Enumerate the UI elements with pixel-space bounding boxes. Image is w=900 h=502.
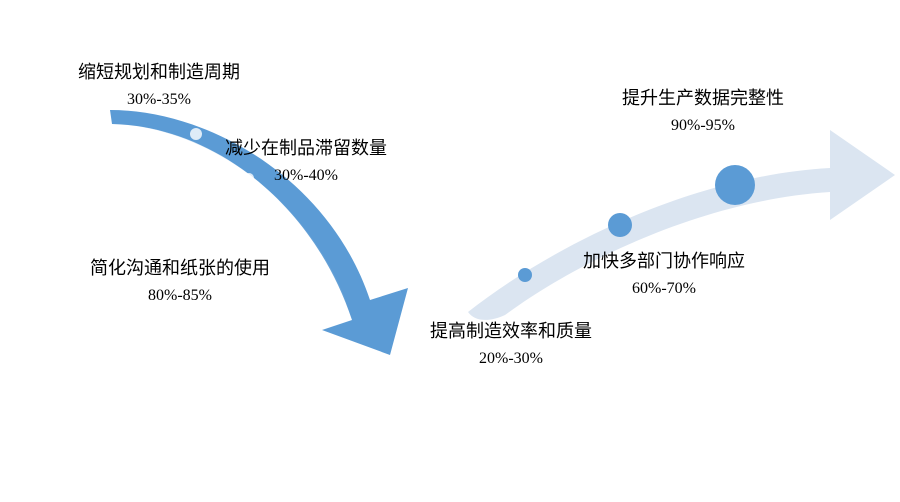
label-l1-title: 缩短规划和制造周期 (78, 59, 240, 86)
label-l4: 提高制造效率和质量 20%-30% (430, 318, 592, 371)
label-l4-title: 提高制造效率和质量 (430, 318, 592, 345)
left-arrow-dot-3 (286, 228, 294, 236)
label-l3-title: 简化沟通和纸张的使用 (90, 255, 270, 282)
left-arrow-dot-1 (190, 128, 202, 140)
label-l6: 提升生产数据完整性 90%-95% (622, 85, 784, 138)
label-l2: 减少在制品滞留数量 30%-40% (225, 135, 387, 188)
right-arrow-dot-2 (608, 213, 632, 237)
label-l1-value: 30%-35% (78, 88, 240, 112)
label-l5-value: 60%-70% (583, 277, 745, 301)
right-arrow-dot-3 (715, 165, 755, 205)
label-l2-title: 减少在制品滞留数量 (225, 135, 387, 162)
label-l6-title: 提升生产数据完整性 (622, 85, 784, 112)
label-l3: 简化沟通和纸张的使用 80%-85% (90, 255, 270, 308)
label-l5-title: 加快多部门协作响应 (583, 248, 745, 275)
label-l4-value: 20%-30% (430, 347, 592, 371)
right-arrow-dot-1 (518, 268, 532, 282)
label-l6-value: 90%-95% (622, 114, 784, 138)
label-l2-value: 30%-40% (225, 164, 387, 188)
label-l5: 加快多部门协作响应 60%-70% (583, 248, 745, 301)
label-l1: 缩短规划和制造周期 30%-35% (78, 59, 240, 112)
label-l3-value: 80%-85% (90, 284, 270, 308)
